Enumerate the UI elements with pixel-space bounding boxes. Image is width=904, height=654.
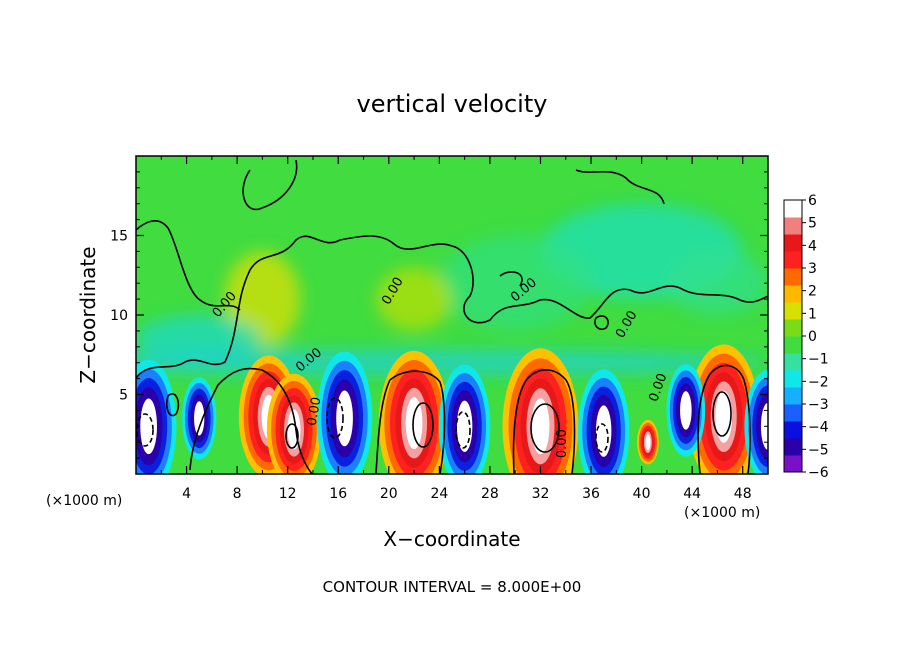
zero-contour-line (594, 315, 609, 331)
colorbar-tick-label: 5 (808, 216, 817, 232)
downdraft-core-contour (136, 413, 154, 447)
contour-label: 0.00 (305, 396, 325, 427)
x-axis-ticks: 4 8 12 16 20 24 28 32 36 40 44 48 (160, 156, 752, 502)
updraft-cell (405, 397, 423, 450)
colorbar-tick-label: −1 (808, 352, 829, 368)
x-tick-label: 36 (582, 486, 600, 502)
colorbar-swatch (784, 421, 802, 439)
x-units-right: (×1000 m) (684, 505, 760, 521)
zero-contour-line (242, 159, 298, 211)
x-units-left: (×1000 m) (46, 493, 122, 509)
y-tick-label: 5 (119, 388, 128, 404)
downdraft-core-contour (455, 411, 471, 449)
downdraft-cell (194, 401, 205, 436)
x-tick-label: 40 (633, 486, 651, 502)
y-axis-ticks: 5 10 15 (110, 171, 768, 459)
colorbar-tick-label: 2 (808, 284, 817, 300)
chart-title: vertical velocity (357, 90, 548, 118)
colorbar-tick-label: −2 (808, 374, 829, 390)
zero-contour-line (499, 271, 523, 287)
field-patch (666, 251, 768, 315)
x-tick-label: 44 (683, 486, 701, 502)
zero-contour-line (697, 364, 751, 474)
updraft-cell (645, 434, 651, 451)
updraft-core-contour (530, 403, 560, 453)
colorbar-swatch (784, 268, 802, 286)
colorbar-swatch (784, 438, 802, 456)
contour-label: 0.00 (555, 429, 570, 458)
x-tick-label: 12 (279, 486, 297, 502)
colorbar-tick-label: −3 (808, 397, 829, 413)
colorbar-swatch (784, 319, 802, 337)
contour-labels: 0.000.000.000.00 0.000.000.000.00 (210, 275, 671, 458)
field-patch (136, 315, 263, 363)
x-tick-label: 24 (430, 486, 448, 502)
downdraft-cell (680, 391, 692, 430)
colorbar-swatch (784, 200, 802, 218)
zero-contour-line (189, 367, 313, 474)
colorbar-swatch (784, 302, 802, 320)
updraft-core-contour (412, 402, 434, 448)
downdraft-cell (140, 398, 157, 455)
x-tick-label: 32 (532, 486, 550, 502)
zero-contour-line (165, 393, 180, 417)
colorbar-swatch (784, 404, 802, 422)
colorbar-swatch (784, 336, 802, 354)
x-tick-label: 16 (329, 486, 347, 502)
zero-contour-line (136, 220, 241, 311)
x-tick-label: 48 (734, 486, 752, 502)
x-axis-label: X−coordinate (383, 527, 520, 551)
field-patch (376, 267, 452, 331)
x-tick-label: 8 (233, 486, 242, 502)
colorbar-swatch (784, 251, 802, 269)
colorbar-swatch (784, 353, 802, 371)
colorbar-tick-label: −4 (808, 420, 829, 436)
colorbar: 6 5 4 3 2 1 0 −1 −2 −3 −4 −5 −6 (783, 193, 829, 481)
zero-contour-line (512, 369, 576, 474)
x-tick-label: 20 (380, 486, 398, 502)
colorbar-swatch (784, 217, 802, 235)
velocity-field (136, 203, 768, 474)
colorbar-swatch (784, 455, 802, 473)
x-tick-label: 28 (481, 486, 499, 502)
downdraft-cell (595, 405, 612, 457)
updraft-cell (531, 398, 550, 455)
colorbar-swatch (784, 370, 802, 388)
updraft-core-contour (285, 423, 299, 449)
updraft-core-contour (712, 391, 732, 437)
downdraft-core-contour (595, 423, 609, 453)
field-patch (439, 235, 592, 331)
colorbar-swatch (784, 387, 802, 405)
colorbar-tick-label: −5 (808, 442, 829, 458)
contour-interval-note: CONTOUR INTERVAL = 8.000E+00 (323, 578, 582, 596)
zero-contour-line (136, 235, 768, 379)
zero-contour-line (375, 370, 446, 474)
y-axis-label: Z−coordinate (76, 246, 100, 383)
downdraft-core-contour (326, 397, 344, 439)
field-patch (136, 349, 768, 376)
downdraft-cell (336, 390, 353, 447)
y-tick-label: 15 (110, 229, 128, 245)
colorbar-tick-label: 4 (808, 238, 817, 254)
colorbar-tick-label: 1 (808, 306, 817, 322)
zero-contour-line (575, 169, 665, 205)
y-tick-label: 10 (110, 308, 128, 324)
colorbar-swatch (784, 234, 802, 252)
colorbar-swatch (784, 285, 802, 303)
contour-lines (136, 159, 768, 474)
colorbar-tick-label: 3 (808, 261, 817, 277)
plot-area: 0.000.000.000.00 0.000.000.000.00 (136, 156, 768, 474)
colorbar-tick-label: 0 (808, 329, 817, 345)
colorbar-tick-label: 6 (808, 193, 817, 209)
x-tick-label: 4 (182, 486, 191, 502)
colorbar-tick-label: −6 (808, 465, 829, 481)
